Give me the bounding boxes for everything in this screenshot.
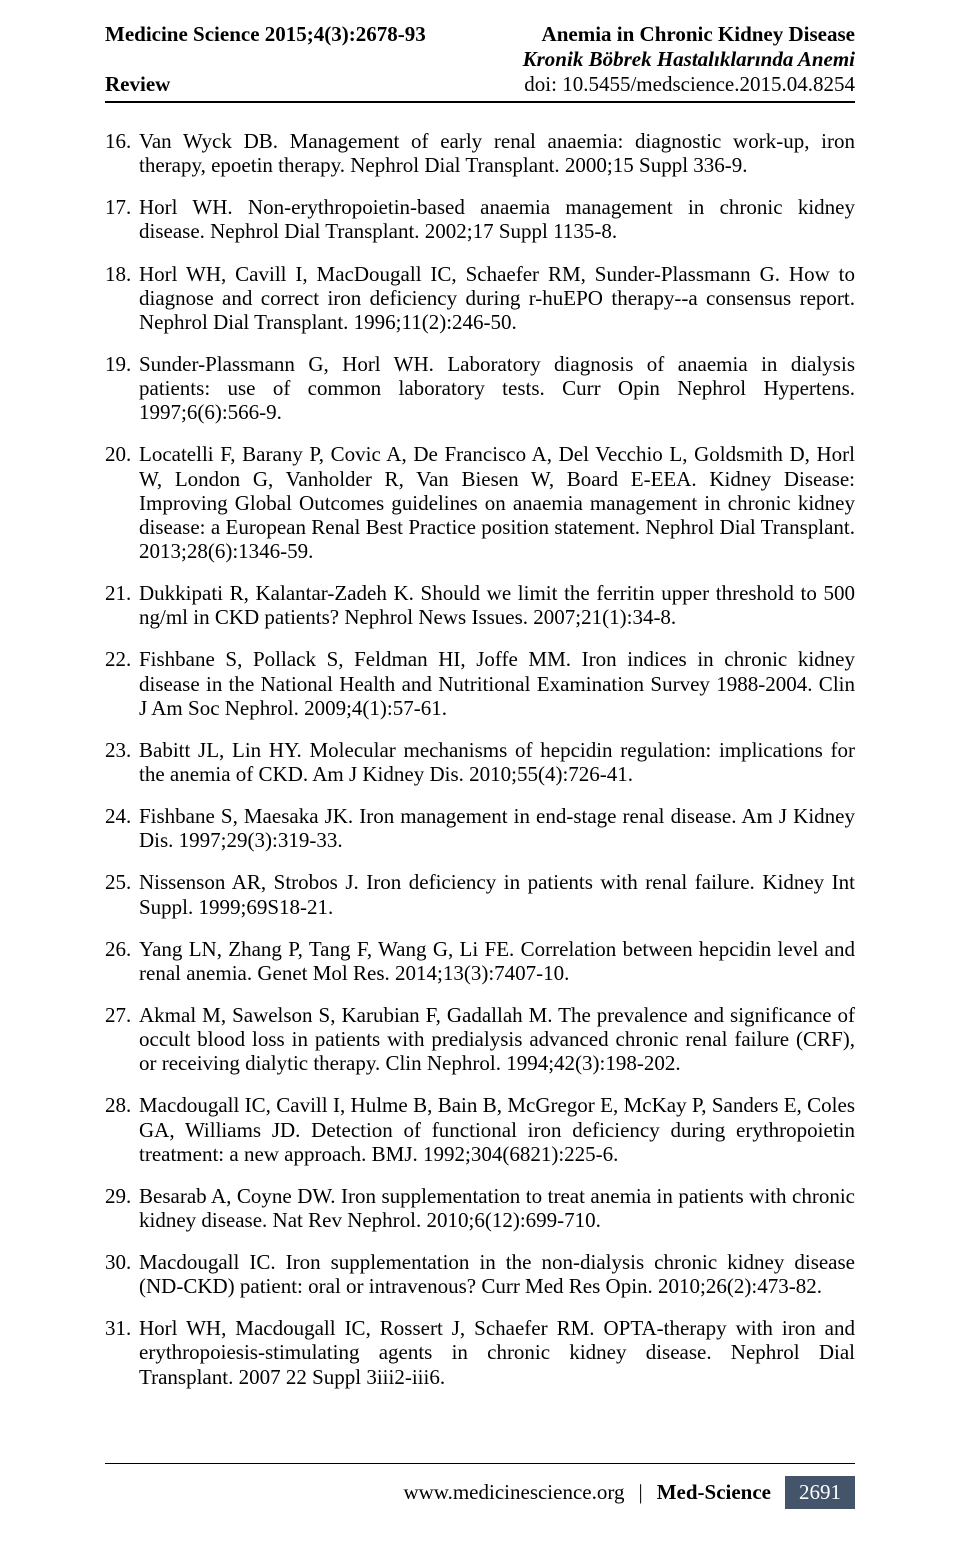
reference-item: 21.Dukkipati R, Kalantar-Zadeh K. Should… [105, 581, 855, 629]
reference-item: 24.Fishbane S, Maesaka JK. Iron manageme… [105, 804, 855, 852]
reference-number: 23. [105, 738, 139, 786]
reference-number: 31. [105, 1316, 139, 1388]
reference-text: Macdougall IC, Cavill I, Hulme B, Bain B… [139, 1093, 855, 1165]
reference-text: Fishbane S, Pollack S, Feldman HI, Joffe… [139, 647, 855, 719]
reference-text: Horl WH, Cavill I, MacDougall IC, Schaef… [139, 262, 855, 334]
reference-number: 21. [105, 581, 139, 629]
reference-number: 30. [105, 1250, 139, 1298]
reference-text: Nissenson AR, Strobos J. Iron deficiency… [139, 870, 855, 918]
footer-brand: Med-Science [657, 1480, 771, 1505]
reference-item: 20.Locatelli F, Barany P, Covic A, De Fr… [105, 442, 855, 563]
reference-number: 18. [105, 262, 139, 334]
reference-number: 29. [105, 1184, 139, 1232]
reference-text: Babitt JL, Lin HY. Molecular mechanisms … [139, 738, 855, 786]
reference-number: 16. [105, 129, 139, 177]
reference-text: Dukkipati R, Kalantar-Zadeh K. Should we… [139, 581, 855, 629]
section-label: Review [105, 72, 170, 97]
reference-item: 23.Babitt JL, Lin HY. Molecular mechanis… [105, 738, 855, 786]
reference-number: 24. [105, 804, 139, 852]
reference-item: 19.Sunder-Plassmann G, Horl WH. Laborato… [105, 352, 855, 424]
page-footer: www.medicinescience.org | Med-Science 26… [105, 1463, 855, 1509]
reference-number: 20. [105, 442, 139, 563]
reference-item: 28.Macdougall IC, Cavill I, Hulme B, Bai… [105, 1093, 855, 1165]
reference-text: Yang LN, Zhang P, Tang F, Wang G, Li FE.… [139, 937, 855, 985]
reference-number: 26. [105, 937, 139, 985]
reference-text: Van Wyck DB. Management of early renal a… [139, 129, 855, 177]
reference-item: 31.Horl WH, Macdougall IC, Rossert J, Sc… [105, 1316, 855, 1388]
page-number: 2691 [785, 1476, 855, 1509]
reference-item: 17.Horl WH. Non-erythropoietin-based ana… [105, 195, 855, 243]
article-subtitle: Kronik Böbrek Hastalıklarında Anemi [105, 47, 855, 72]
reference-text: Fishbane S, Maesaka JK. Iron management … [139, 804, 855, 852]
reference-number: 27. [105, 1003, 139, 1075]
reference-item: 16.Van Wyck DB. Management of early rena… [105, 129, 855, 177]
reference-number: 28. [105, 1093, 139, 1165]
article-title: Anemia in Chronic Kidney Disease [542, 22, 855, 47]
footer-site: www.medicinescience.org [403, 1480, 624, 1505]
page-header: Medicine Science 2015;4(3):2678-93 Anemi… [105, 22, 855, 103]
header-row-1: Medicine Science 2015;4(3):2678-93 Anemi… [105, 22, 855, 47]
reference-text: Besarab A, Coyne DW. Iron supplementatio… [139, 1184, 855, 1232]
reference-number: 25. [105, 870, 139, 918]
doi: doi: 10.5455/medscience.2015.04.8254 [524, 72, 855, 97]
reference-item: 18.Horl WH, Cavill I, MacDougall IC, Sch… [105, 262, 855, 334]
reference-text: Horl WH, Macdougall IC, Rossert J, Schae… [139, 1316, 855, 1388]
reference-item: 26.Yang LN, Zhang P, Tang F, Wang G, Li … [105, 937, 855, 985]
reference-item: 25.Nissenson AR, Strobos J. Iron deficie… [105, 870, 855, 918]
reference-text: Sunder-Plassmann G, Horl WH. Laboratory … [139, 352, 855, 424]
header-row-2: Review doi: 10.5455/medscience.2015.04.8… [105, 72, 855, 97]
footer-rule [105, 1463, 855, 1464]
footer-sep: | [638, 1480, 642, 1505]
reference-number: 19. [105, 352, 139, 424]
reference-item: 30.Macdougall IC. Iron supplementation i… [105, 1250, 855, 1298]
reference-text: Akmal M, Sawelson S, Karubian F, Gadalla… [139, 1003, 855, 1075]
reference-text: Locatelli F, Barany P, Covic A, De Franc… [139, 442, 855, 563]
reference-item: 22.Fishbane S, Pollack S, Feldman HI, Jo… [105, 647, 855, 719]
references-list: 16.Van Wyck DB. Management of early rena… [105, 129, 855, 1389]
reference-number: 22. [105, 647, 139, 719]
footer-row: www.medicinescience.org | Med-Science 26… [105, 1476, 855, 1509]
reference-text: Horl WH. Non-erythropoietin-based anaemi… [139, 195, 855, 243]
reference-item: 27.Akmal M, Sawelson S, Karubian F, Gada… [105, 1003, 855, 1075]
journal-cite: Medicine Science 2015;4(3):2678-93 [105, 22, 426, 47]
reference-text: Macdougall IC. Iron supplementation in t… [139, 1250, 855, 1298]
reference-item: 29.Besarab A, Coyne DW. Iron supplementa… [105, 1184, 855, 1232]
reference-number: 17. [105, 195, 139, 243]
